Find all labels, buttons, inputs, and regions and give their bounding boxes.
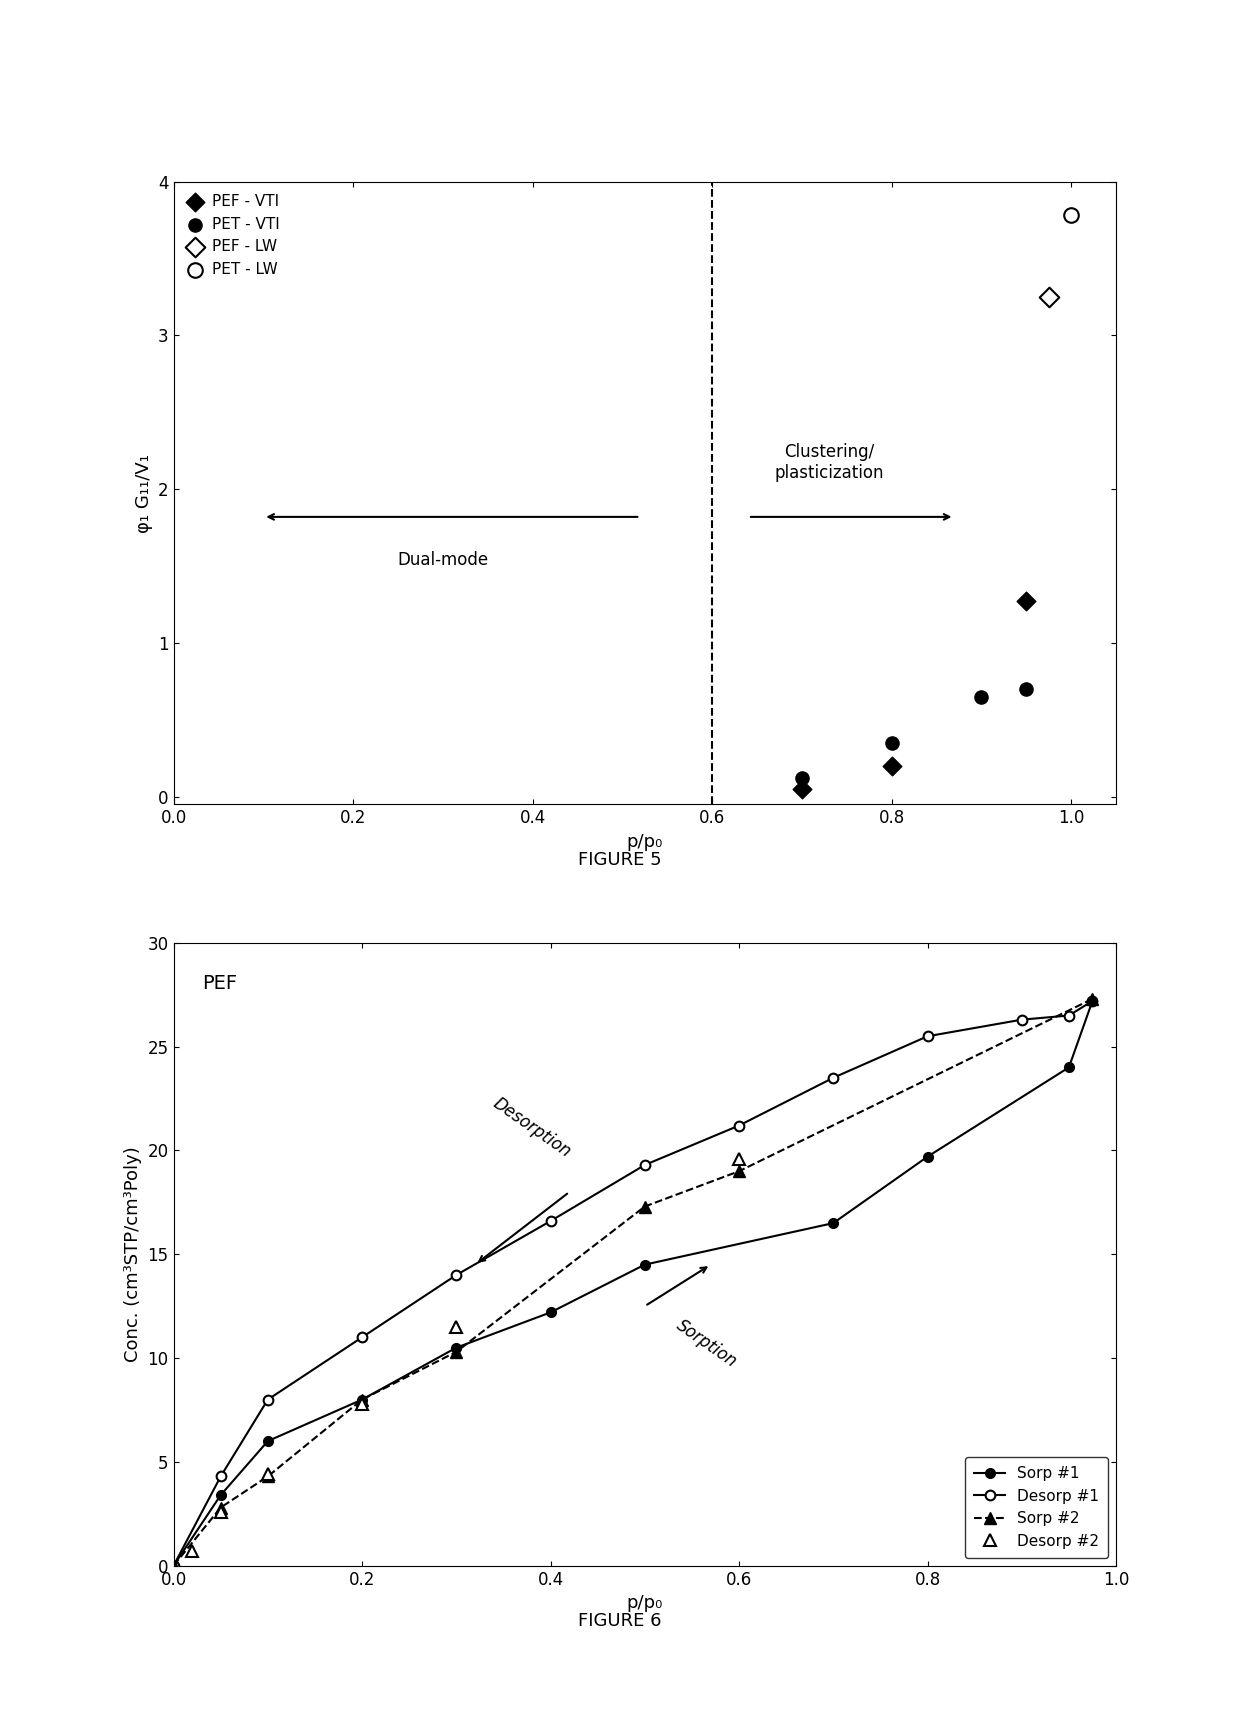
PET - LW bbox=[1061, 202, 1081, 230]
Sorp #2 bbox=[449, 1341, 464, 1362]
Text: PEF: PEF bbox=[202, 974, 237, 993]
Desorp #1 bbox=[355, 1327, 370, 1348]
Sorp #1 bbox=[543, 1303, 558, 1323]
Desorp #1 bbox=[260, 1389, 275, 1410]
Sorp #1 bbox=[213, 1484, 228, 1505]
Text: FIGURE 5: FIGURE 5 bbox=[578, 851, 662, 868]
Sorp #1 bbox=[1085, 991, 1100, 1012]
Desorp #2 bbox=[213, 1502, 228, 1522]
PET - VTI bbox=[792, 765, 812, 792]
Line: Desorp #2: Desorp #2 bbox=[187, 1154, 744, 1557]
Desorp #2 bbox=[355, 1393, 370, 1413]
Desorp #1 bbox=[826, 1067, 841, 1088]
Sorp #1 bbox=[355, 1389, 370, 1410]
Sorp #1 bbox=[637, 1254, 652, 1275]
Line: Desorp #1: Desorp #1 bbox=[169, 996, 1097, 1571]
Desorp #1 bbox=[1085, 991, 1100, 1012]
Sorp #2 bbox=[1085, 988, 1100, 1009]
Text: FIGURE 6: FIGURE 6 bbox=[578, 1612, 662, 1630]
Text: Dual-mode: Dual-mode bbox=[397, 550, 489, 569]
Desorp #1 bbox=[637, 1154, 652, 1175]
PEF - VTI bbox=[882, 753, 901, 780]
PET - VTI bbox=[971, 683, 991, 711]
X-axis label: p/p₀: p/p₀ bbox=[626, 832, 663, 851]
Sorp #1 bbox=[260, 1431, 275, 1451]
Desorp #1 bbox=[213, 1465, 228, 1486]
Desorp #1 bbox=[920, 1026, 935, 1047]
Sorp #2 bbox=[260, 1465, 275, 1486]
Sorp #1 bbox=[920, 1147, 935, 1168]
Sorp #1 bbox=[826, 1213, 841, 1233]
Sorp #1 bbox=[166, 1555, 181, 1576]
Sorp #2 bbox=[355, 1389, 370, 1410]
Desorp #2 bbox=[185, 1541, 200, 1562]
Desorp #1 bbox=[449, 1265, 464, 1285]
Y-axis label: Conc. (cm³STP/cm³Poly): Conc. (cm³STP/cm³Poly) bbox=[124, 1147, 143, 1362]
Desorp #1 bbox=[543, 1211, 558, 1232]
Text: Sorption: Sorption bbox=[673, 1317, 740, 1372]
PEF - VTI bbox=[1017, 588, 1037, 616]
Legend: PEF - VTI, PET - VTI, PEF - LW, PET - LW: PEF - VTI, PET - VTI, PEF - LW, PET - LW bbox=[181, 189, 284, 282]
PEF - VTI bbox=[792, 775, 812, 803]
Sorp #1 bbox=[449, 1337, 464, 1358]
Text: Clustering/
plasticization: Clustering/ plasticization bbox=[774, 443, 884, 481]
Desorp #2 bbox=[732, 1149, 746, 1169]
Sorp #2 bbox=[213, 1496, 228, 1517]
PEF - LW bbox=[1039, 284, 1059, 311]
Desorp #2 bbox=[449, 1317, 464, 1337]
Desorp #1 bbox=[732, 1116, 746, 1137]
Line: Sorp #1: Sorp #1 bbox=[169, 996, 1097, 1571]
PET - VTI bbox=[1017, 675, 1037, 702]
Sorp #2 bbox=[166, 1555, 181, 1576]
Legend: Sorp #1, Desorp #1, Sorp #2, Desorp #2: Sorp #1, Desorp #1, Sorp #2, Desorp #2 bbox=[965, 1457, 1109, 1559]
Line: Sorp #2: Sorp #2 bbox=[169, 993, 1097, 1571]
Desorp #1 bbox=[1061, 1005, 1076, 1026]
X-axis label: p/p₀: p/p₀ bbox=[626, 1593, 663, 1612]
Y-axis label: φ₁ G₁₁/V₁: φ₁ G₁₁/V₁ bbox=[135, 453, 153, 533]
Text: Desorption: Desorption bbox=[490, 1093, 574, 1161]
Desorp #1 bbox=[1014, 1009, 1029, 1029]
Sorp #2 bbox=[732, 1161, 746, 1182]
Sorp #2 bbox=[637, 1195, 652, 1216]
PET - VTI bbox=[882, 728, 901, 756]
Desorp #1 bbox=[166, 1555, 181, 1576]
Desorp #2 bbox=[260, 1464, 275, 1484]
Sorp #1 bbox=[1061, 1057, 1076, 1078]
